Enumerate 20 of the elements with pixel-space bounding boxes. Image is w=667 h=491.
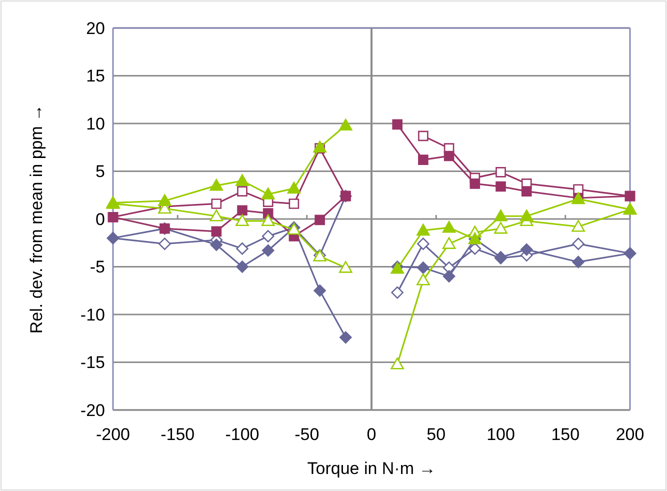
x-tick-label: -100 xyxy=(225,425,260,444)
y-tick-label: 15 xyxy=(86,66,105,86)
y-axis-title: Rel. dev. from mean in ppm → xyxy=(27,104,46,334)
x-tick-label: 100 xyxy=(486,425,515,444)
x-tick-label: -150 xyxy=(160,425,195,444)
x-tick-label: -200 xyxy=(96,425,130,444)
y-tick-label: 0 xyxy=(96,210,105,229)
x-tick-label: 150 xyxy=(551,425,580,444)
y-tick-label: -15 xyxy=(80,353,105,372)
y-tick-label: 20 xyxy=(86,18,105,38)
y-tick-label: -10 xyxy=(80,305,105,324)
y-tick-label: -5 xyxy=(90,258,105,277)
x-tick-label: 0 xyxy=(366,425,376,444)
x-tick-label: 200 xyxy=(616,425,644,444)
x-tick-label: 50 xyxy=(426,425,446,444)
y-tick-label: 10 xyxy=(86,114,105,134)
x-tick-label: -50 xyxy=(294,425,320,444)
x-axis-title: Torque in N·m → xyxy=(307,459,436,478)
y-tick-label: 5 xyxy=(96,162,105,182)
y-tick-label: -20 xyxy=(80,400,105,420)
